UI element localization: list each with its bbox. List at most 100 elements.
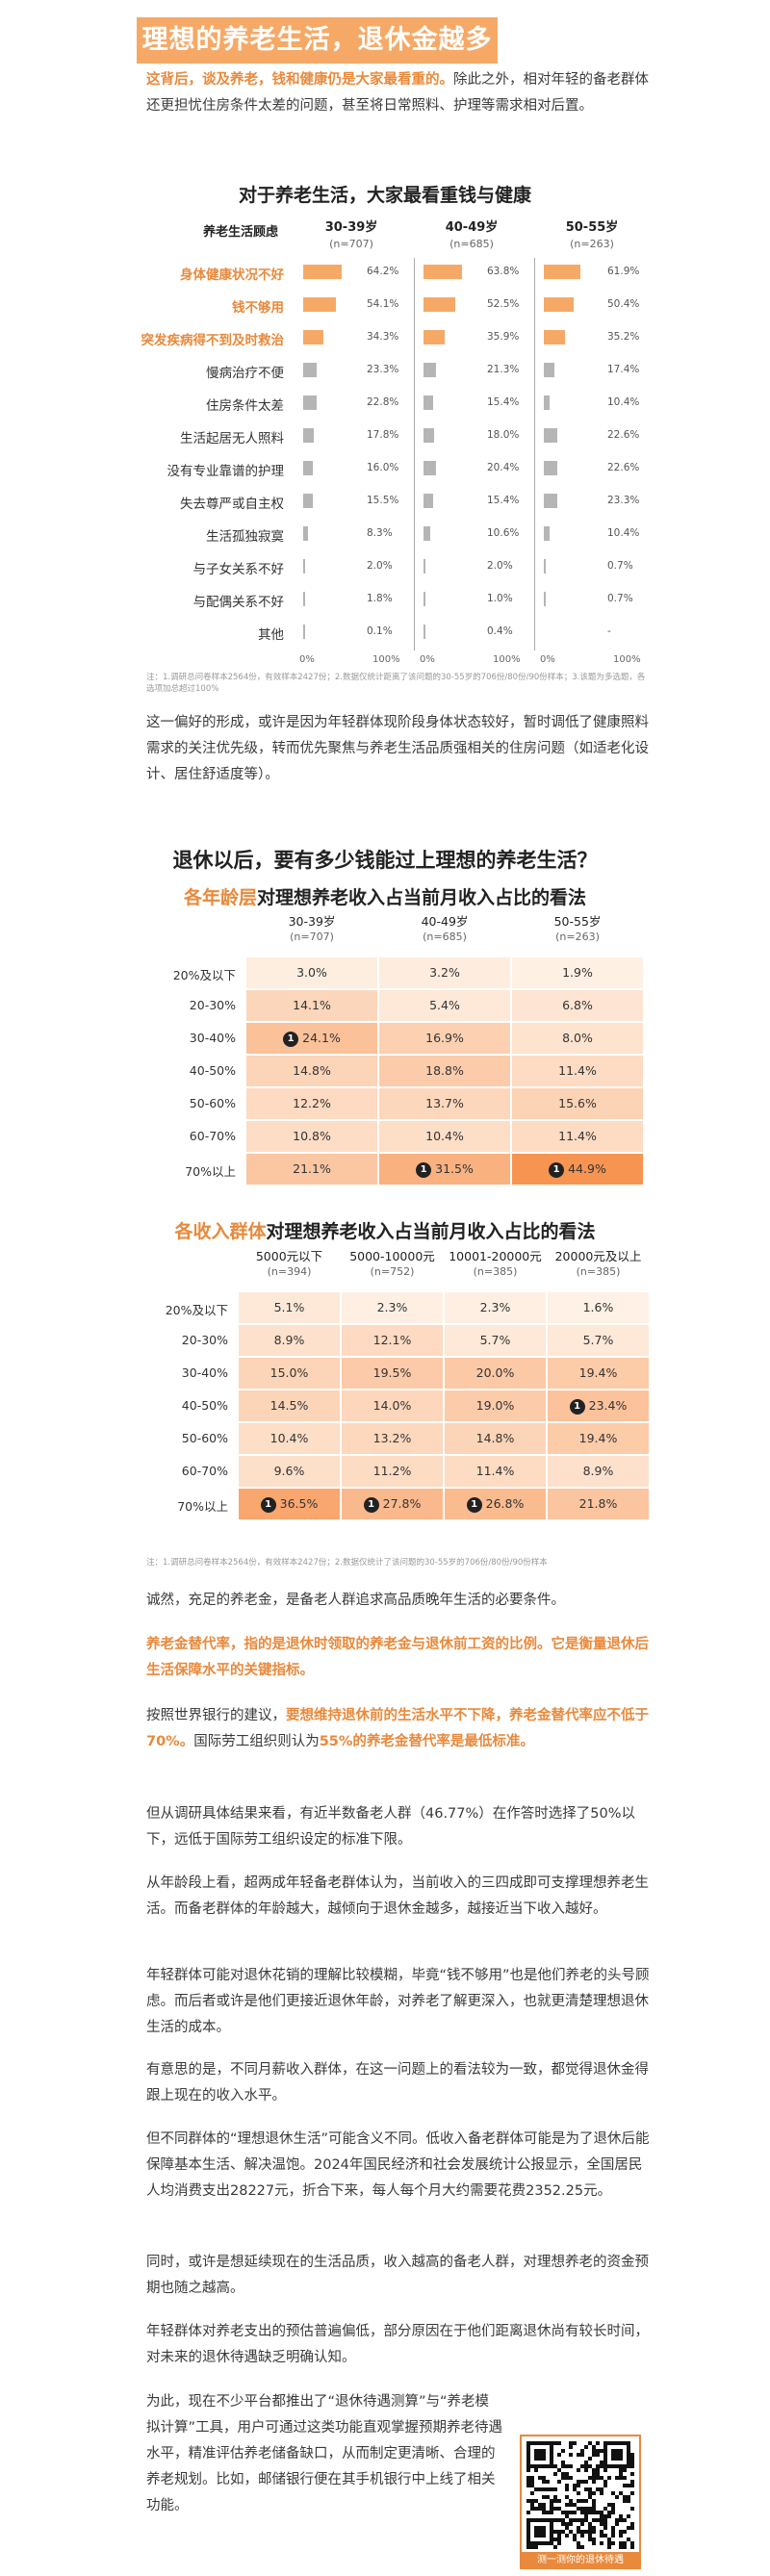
heatmap-value: 36.5% xyxy=(279,1496,319,1511)
heatmap-value: 20.0% xyxy=(475,1365,515,1380)
heatmap-value: 5.7% xyxy=(582,1333,614,1347)
paragraph-9: 同时，或许是想延续现在的生活品质，收入越高的备老人群，对理想养老的资金预期也随之… xyxy=(146,2255,649,2296)
chart1-bar-label: 0.7% xyxy=(607,593,633,604)
chart1-bar-label: 61.9% xyxy=(607,266,640,277)
chart1-bar xyxy=(303,526,309,541)
chart1-bar xyxy=(544,592,546,606)
chart1-bar-label: 54.1% xyxy=(367,298,399,310)
heatmap-value: 11.4% xyxy=(558,1063,597,1078)
heatmap-value: 31.5% xyxy=(435,1161,474,1176)
heatmap-cell: 21.8% xyxy=(547,1488,650,1520)
heatmap-col-header: 40-49岁 (n=685) xyxy=(378,914,511,945)
chart1-bar xyxy=(544,428,557,443)
paragraph-10: 年轻群体对养老支出的预估普遍偏低，部分原因在于他们距离退休尚有较长时间，对未来的… xyxy=(146,2324,649,2365)
chart1-bar-label: 23.3% xyxy=(367,364,399,375)
heatmap-cell: 11.4% xyxy=(444,1455,547,1488)
chart1-divider-2 xyxy=(534,258,535,650)
p3-b: 要想维持退休前的生活水平不下降，养老金替代率应不低于70%。 xyxy=(146,1708,649,1749)
chart1-bar-label: 15.4% xyxy=(487,495,520,506)
chart1-category-label: 生活孤独寂寞 xyxy=(206,529,284,545)
heatmap1-title-rest: 对理想养老收入占当前月收入占比的看法 xyxy=(257,887,587,908)
chart1-bar-label: 64.2% xyxy=(367,266,399,277)
heatmap-cell: 11.4% xyxy=(511,1055,644,1087)
heatmap-cell: 1 31.5% xyxy=(378,1153,511,1186)
heatmap-cell: 5.1% xyxy=(238,1291,341,1324)
heatmap1-title: 各年龄层对理想养老收入占当前月收入占比的看法 xyxy=(0,883,770,909)
chart1-bar-label: 17.4% xyxy=(607,364,640,375)
heatmap-value: 8.0% xyxy=(562,1031,593,1045)
heatmap-value: 3.0% xyxy=(296,965,327,980)
chart1-rowheader: 养老生活顾虑 xyxy=(202,225,278,240)
heatmap-value: 8.9% xyxy=(273,1333,305,1347)
chart1-bar-label: 23.3% xyxy=(607,495,640,506)
heatmap-cell: 15.6% xyxy=(511,1087,644,1120)
heatmap1-title-accent: 各年龄层 xyxy=(183,887,257,908)
chart1-bar-label: 10.4% xyxy=(607,396,640,408)
heatmap-cell: 14.8% xyxy=(444,1422,547,1455)
heatmap-value: 27.8% xyxy=(382,1496,422,1511)
heatmap-cell: 12.1% xyxy=(341,1324,444,1357)
chart1-col-header-0: 30-39岁 (n=707) xyxy=(298,219,404,252)
heatmap-cell: 14.5% xyxy=(238,1390,341,1422)
intro-highlight: 这背后，谈及养老，钱和健康仍是大家最看重的。 xyxy=(146,72,453,88)
badge-icon: 1 xyxy=(363,1496,379,1513)
chart1-bar-label: 0.7% xyxy=(607,560,633,572)
heatmap-cell: 20.0% xyxy=(444,1357,547,1390)
heatmap-cell: 9.6% xyxy=(238,1455,341,1488)
chart1-bar-label: 10.6% xyxy=(487,527,520,539)
heatmap-cell: 13.7% xyxy=(378,1087,511,1120)
chart1-bar xyxy=(544,297,575,312)
heatmap-cell: 5.7% xyxy=(444,1324,547,1357)
chart1-category-label: 生活起居无人照料 xyxy=(180,431,284,446)
heatmap-value: 10.4% xyxy=(425,1129,464,1143)
heatmap-note: 注：1.调研总问卷样本2564份，有效样本2427份；2.数据仅统计了该问题的3… xyxy=(146,1558,548,1568)
chart1-bar-label: 18.0% xyxy=(487,429,520,441)
chart1-bar-label: 0.4% xyxy=(487,625,513,637)
badge-icon: 1 xyxy=(466,1496,482,1513)
heatmap-cell: 21.1% xyxy=(245,1153,378,1186)
heatmap-value: 24.1% xyxy=(302,1031,341,1045)
heatmap-value: 11.4% xyxy=(475,1464,515,1478)
heatmap-row-label: 50-60% xyxy=(181,1431,228,1445)
heatmap-cell: 8.9% xyxy=(238,1324,341,1357)
chart1-col-n-2: (n=263) xyxy=(570,238,614,250)
chart1-bar xyxy=(424,461,436,475)
chart1-bar-label: 35.2% xyxy=(607,331,640,343)
heatmap-value: 19.5% xyxy=(372,1365,412,1380)
heatmap-value: 15.0% xyxy=(270,1365,309,1380)
heatmap-col-n: (n=394) xyxy=(267,1265,312,1278)
p3-c: 国际劳工组织则认为 xyxy=(193,1734,320,1749)
qr-code-graphic xyxy=(526,2441,634,2549)
heatmap-col-n: (n=385) xyxy=(576,1265,621,1278)
badge-icon: 1 xyxy=(283,1031,299,1047)
heatmap-row-label: 60-70% xyxy=(189,1129,236,1143)
chart1-divider-1 xyxy=(414,258,415,650)
chart1-bar xyxy=(544,363,554,377)
chart1-category-label: 与子女关系不好 xyxy=(192,562,285,577)
chart1-category-label: 与配偶关系不好 xyxy=(192,595,285,610)
heatmap-col-header: 5000-10000元 (n=752) xyxy=(341,1249,444,1280)
chart1-category-label: 身体健康状况不好 xyxy=(180,268,284,283)
heatmap-value: 21.8% xyxy=(578,1496,618,1511)
qr-code-icon[interactable] xyxy=(520,2435,641,2556)
badge-icon: 1 xyxy=(549,1161,565,1178)
chart1-axis-tick: 0% xyxy=(420,654,435,665)
chart1-bar xyxy=(424,297,455,312)
heatmap-cell: 3.0% xyxy=(245,956,378,989)
heatmap2-title-rest: 对理想养老收入占当前月收入占比的看法 xyxy=(266,1221,596,1242)
chart1-bar xyxy=(303,297,336,312)
heatmap-cell: 1 23.4% xyxy=(547,1390,650,1422)
chart1-bar-label: 0.1% xyxy=(367,625,393,637)
heatmap-value: 19.4% xyxy=(578,1431,618,1445)
heatmap-cell: 1 44.9% xyxy=(511,1153,644,1186)
heatmap-col-header: 30-39岁 (n=707) xyxy=(245,914,378,945)
heatmap-value: 12.1% xyxy=(372,1333,412,1347)
chart1-bar-label: 10.4% xyxy=(607,527,640,539)
heatmap-value: 2.3% xyxy=(479,1300,511,1314)
chart1-bar xyxy=(424,363,437,377)
heatmap-value: 18.8% xyxy=(425,1063,464,1078)
heatmap-cell: 10.8% xyxy=(245,1120,378,1153)
chart1-bar-label: 1.0% xyxy=(487,593,513,604)
heatmap-col-header: 10001-20000元 (n=385) xyxy=(444,1249,547,1280)
paragraph-8: 但不同群体的“理想退休生活”可能含义不同。低收入备老群体可能是为了退休后能保障基… xyxy=(146,2131,650,2199)
